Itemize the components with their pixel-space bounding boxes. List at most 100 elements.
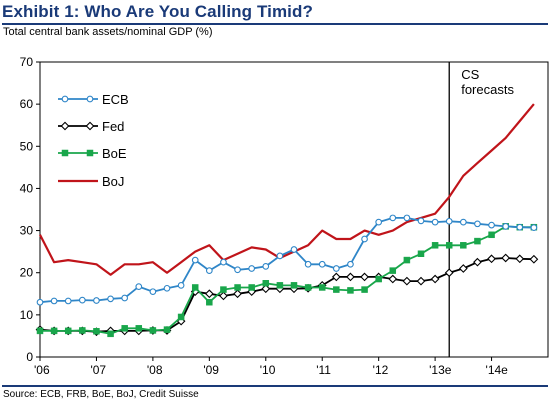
y-tick-label: 60 — [20, 97, 34, 111]
y-tick-label: 20 — [20, 266, 34, 280]
legend-boe-point — [61, 149, 69, 157]
fed-point — [402, 276, 412, 286]
ecb-point — [516, 223, 524, 231]
series-fed — [35, 253, 539, 337]
ecb-point — [318, 260, 326, 268]
fed-point — [233, 289, 242, 299]
source-rule — [2, 385, 548, 387]
ecb-point — [290, 246, 298, 253]
legend: ECB Fed BoE BoJ — [58, 92, 129, 189]
fed-point — [487, 254, 496, 264]
boe-point — [163, 326, 171, 333]
series-boj — [39, 103, 535, 276]
ecb-point — [135, 283, 143, 290]
boj-line — [39, 103, 535, 276]
ecb-point — [488, 221, 495, 229]
boe-point — [276, 282, 284, 289]
x-tick-label: '10 — [260, 363, 276, 377]
boe-point — [135, 325, 143, 332]
fed-point — [388, 274, 398, 284]
legend-item-boj: BoJ — [58, 174, 124, 189]
forecast-label-line1: CS — [461, 67, 479, 82]
boe-point — [403, 256, 411, 264]
fed-point — [515, 254, 525, 264]
series-boe — [36, 223, 538, 338]
boe-point — [431, 242, 439, 249]
ecb-point — [459, 218, 467, 226]
boe-point — [361, 286, 368, 293]
fed-point — [416, 276, 426, 286]
source-note: Source: ECB, FRB, BoE, BoJ, Credit Suiss… — [3, 389, 199, 400]
fed-point — [444, 268, 454, 278]
ecb-point — [474, 220, 481, 228]
ecb-point — [107, 295, 114, 303]
legend-label-ecb: ECB — [102, 92, 129, 107]
legend-item-ecb: ECB — [58, 92, 129, 107]
ecb-point — [375, 218, 383, 226]
x-tick-label: '12 — [373, 363, 389, 377]
fed-point — [360, 272, 369, 282]
x-tick-label: '07 — [90, 363, 106, 377]
fed-point — [529, 254, 539, 264]
boe-point — [460, 242, 467, 249]
legend-item-boe: BoE — [58, 146, 127, 161]
legend-fed-point — [85, 121, 95, 131]
boe-point — [50, 327, 58, 335]
x-tick-label: '13e — [429, 363, 452, 377]
boe-point — [389, 267, 397, 274]
x-tick-label: '14e — [486, 363, 509, 377]
plot-frame — [39, 61, 549, 358]
boe-point — [474, 237, 481, 245]
boe-point — [333, 286, 340, 293]
ecb-point — [502, 223, 510, 230]
boe-point — [107, 330, 114, 338]
boe-point — [234, 284, 241, 291]
boe-point — [121, 325, 128, 332]
ecb-point — [361, 235, 368, 243]
ecb-point — [234, 266, 241, 274]
boe-point — [177, 313, 185, 321]
series-layer — [35, 103, 539, 338]
fed-point — [331, 272, 341, 282]
ecb-point — [445, 217, 453, 225]
ecb-point — [530, 224, 538, 231]
ecb-point — [177, 282, 185, 289]
fed-point — [430, 274, 440, 284]
boe-point — [149, 327, 157, 334]
legend-fed-point — [60, 121, 70, 131]
boe-point — [318, 284, 326, 291]
boe-point — [417, 250, 425, 257]
boe-line — [40, 225, 534, 335]
y-tick-label: 10 — [20, 308, 34, 322]
y-tick-label: 70 — [20, 55, 34, 69]
ecb-point — [276, 252, 284, 260]
boe-point — [262, 280, 270, 287]
forecast-label-line2: forecasts — [461, 82, 514, 97]
x-tick-label: '06 — [34, 363, 50, 377]
boe-point — [36, 327, 44, 335]
legend-label-boe: BoE — [102, 146, 127, 161]
ecb-point — [64, 297, 72, 305]
y-tick-label: 50 — [20, 139, 34, 153]
ecb-point — [347, 260, 354, 268]
fed-point — [219, 291, 228, 301]
x-tick-label: '08 — [147, 363, 163, 377]
legend-label-boj: BoJ — [102, 174, 124, 189]
fed-point — [501, 253, 511, 263]
legend-ecb-point — [61, 95, 69, 103]
fed-point — [204, 289, 214, 299]
legend-label-fed: Fed — [102, 119, 124, 134]
legend-boe-point — [86, 149, 94, 157]
series-ecb — [36, 214, 538, 306]
ecb-point — [78, 296, 86, 304]
boe-point — [375, 275, 382, 283]
boe-point — [290, 282, 298, 289]
boe-point — [488, 231, 495, 239]
ecb-point — [149, 288, 157, 296]
boe-point — [304, 284, 312, 291]
y-tick-label: 30 — [20, 224, 34, 238]
boe-point — [191, 284, 199, 291]
x-tick-label: '11 — [316, 363, 331, 377]
ecb-point — [191, 256, 199, 264]
